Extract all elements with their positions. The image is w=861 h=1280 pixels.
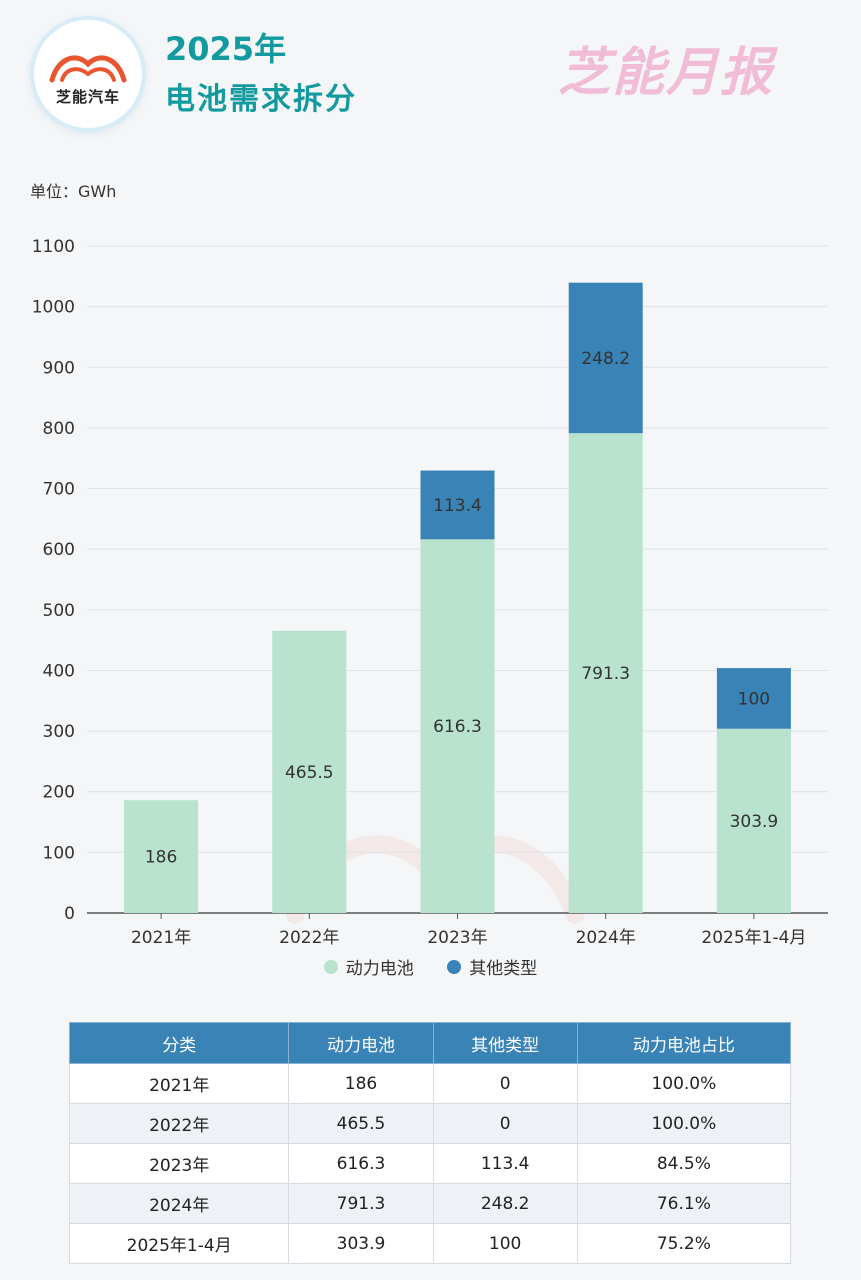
data-label: 303.9 bbox=[730, 812, 779, 832]
table-header-cell: 分类 bbox=[68, 1022, 290, 1064]
table-cell: 84.5% bbox=[576, 1143, 792, 1184]
table-cell: 186 bbox=[288, 1063, 434, 1104]
y-tick-label: 500 bbox=[43, 601, 75, 621]
y-tick-label: 400 bbox=[43, 661, 75, 681]
car-logo-icon bbox=[49, 55, 127, 83]
table-cell: 303.9 bbox=[288, 1223, 434, 1264]
table-row: 2023年 616.3 113.4 84.5% bbox=[68, 1143, 792, 1184]
y-tick-label: 200 bbox=[43, 783, 75, 803]
legend-item-other: 其他类型 bbox=[447, 954, 537, 979]
table-cell: 76.1% bbox=[576, 1183, 792, 1224]
bar-segment bbox=[124, 800, 199, 913]
bar-segment bbox=[568, 433, 643, 913]
x-tick-label: 2025年1-4月 bbox=[701, 928, 806, 948]
y-tick-label: 600 bbox=[43, 540, 75, 560]
bar-segment bbox=[568, 282, 643, 434]
y-tick-label: 1000 bbox=[32, 298, 75, 318]
y-tick-label: 0 bbox=[64, 904, 75, 924]
table-cell: 2025年1-4月 bbox=[68, 1223, 290, 1264]
data-table: 分类 动力电池 其他类型 动力电池占比 2021年 186 0 100.0% 2… bbox=[68, 1022, 792, 1264]
page-title-year: 2025年 bbox=[165, 30, 287, 68]
data-label: 791.3 bbox=[581, 664, 630, 684]
legend: 动力电池 其他类型 bbox=[0, 954, 861, 979]
data-label: 186 bbox=[145, 848, 177, 868]
legend-swatch-power bbox=[323, 959, 338, 974]
table-cell: 2023年 bbox=[68, 1143, 290, 1184]
x-tick-label: 2021年 bbox=[131, 928, 191, 948]
table-cell: 2022年 bbox=[68, 1103, 290, 1144]
table-cell: 0 bbox=[432, 1103, 578, 1144]
table-row: 2025年1-4月 303.9 100 75.2% bbox=[68, 1223, 792, 1264]
bar-segment bbox=[420, 539, 495, 913]
y-tick-label: 700 bbox=[43, 480, 75, 500]
table-header-cell: 动力电池占比 bbox=[576, 1022, 792, 1064]
page-title: 电池需求拆分 bbox=[165, 82, 357, 117]
x-tick-label: 2024年 bbox=[576, 928, 636, 948]
table-row: 2022年 465.5 0 100.0% bbox=[68, 1103, 792, 1144]
bar-segment bbox=[716, 668, 791, 729]
table-row: 2021年 186 0 100.0% bbox=[68, 1063, 792, 1104]
table-cell: 100.0% bbox=[576, 1063, 792, 1104]
table-cell: 113.4 bbox=[432, 1143, 578, 1184]
x-tick-label: 2023年 bbox=[427, 928, 487, 948]
data-label: 248.2 bbox=[581, 349, 630, 369]
legend-label: 动力电池 bbox=[345, 959, 414, 979]
y-tick-label: 100 bbox=[43, 843, 75, 863]
logo-text: 芝能汽车 bbox=[55, 88, 120, 106]
table-cell: 100.0% bbox=[576, 1103, 792, 1144]
data-label: 465.5 bbox=[285, 763, 334, 783]
data-label: 616.3 bbox=[433, 717, 482, 737]
table-cell: 75.2% bbox=[576, 1223, 792, 1264]
bar-segment bbox=[272, 630, 347, 913]
table-cell: 465.5 bbox=[288, 1103, 434, 1144]
table-cell: 2021年 bbox=[68, 1063, 290, 1104]
logo: 芝能汽车 bbox=[34, 20, 142, 128]
table-row: 2024年 791.3 248.2 76.1% bbox=[68, 1183, 792, 1224]
y-tick-label: 300 bbox=[43, 722, 75, 742]
brand-mark: 芝能月报 bbox=[558, 43, 775, 103]
y-tick-label: 900 bbox=[43, 358, 75, 378]
bar-segment bbox=[716, 728, 791, 913]
data-label: 100 bbox=[738, 689, 770, 709]
table-cell: 0 bbox=[432, 1063, 578, 1104]
x-tick-label: 2022年 bbox=[279, 928, 339, 948]
legend-label: 其他类型 bbox=[469, 959, 538, 979]
header: 芝能汽车 2025年 电池需求拆分 芝能月报 bbox=[0, 0, 861, 150]
table-header-cell: 其他类型 bbox=[432, 1022, 578, 1064]
table-cell: 791.3 bbox=[288, 1183, 434, 1224]
table-cell: 2024年 bbox=[68, 1183, 290, 1224]
legend-swatch-other bbox=[447, 959, 462, 974]
y-tick-label: 1100 bbox=[32, 237, 75, 257]
data-label: 113.4 bbox=[433, 496, 482, 516]
y-tick-label: 800 bbox=[43, 419, 75, 439]
unit-label: 单位：GWh bbox=[30, 182, 117, 201]
table-cell: 248.2 bbox=[432, 1183, 578, 1224]
legend-item-power: 动力电池 bbox=[323, 954, 414, 979]
table-header-row: 分类 动力电池 其他类型 动力电池占比 bbox=[68, 1022, 792, 1064]
bar-segment bbox=[420, 470, 495, 540]
table-cell: 100 bbox=[432, 1223, 578, 1264]
stacked-bar-chart: 0 100 200 300 400 500 600 700 800 900 1000 1100 186… bbox=[32, 237, 828, 948]
table-cell: 616.3 bbox=[288, 1143, 434, 1184]
table-header-cell: 动力电池 bbox=[288, 1022, 434, 1064]
